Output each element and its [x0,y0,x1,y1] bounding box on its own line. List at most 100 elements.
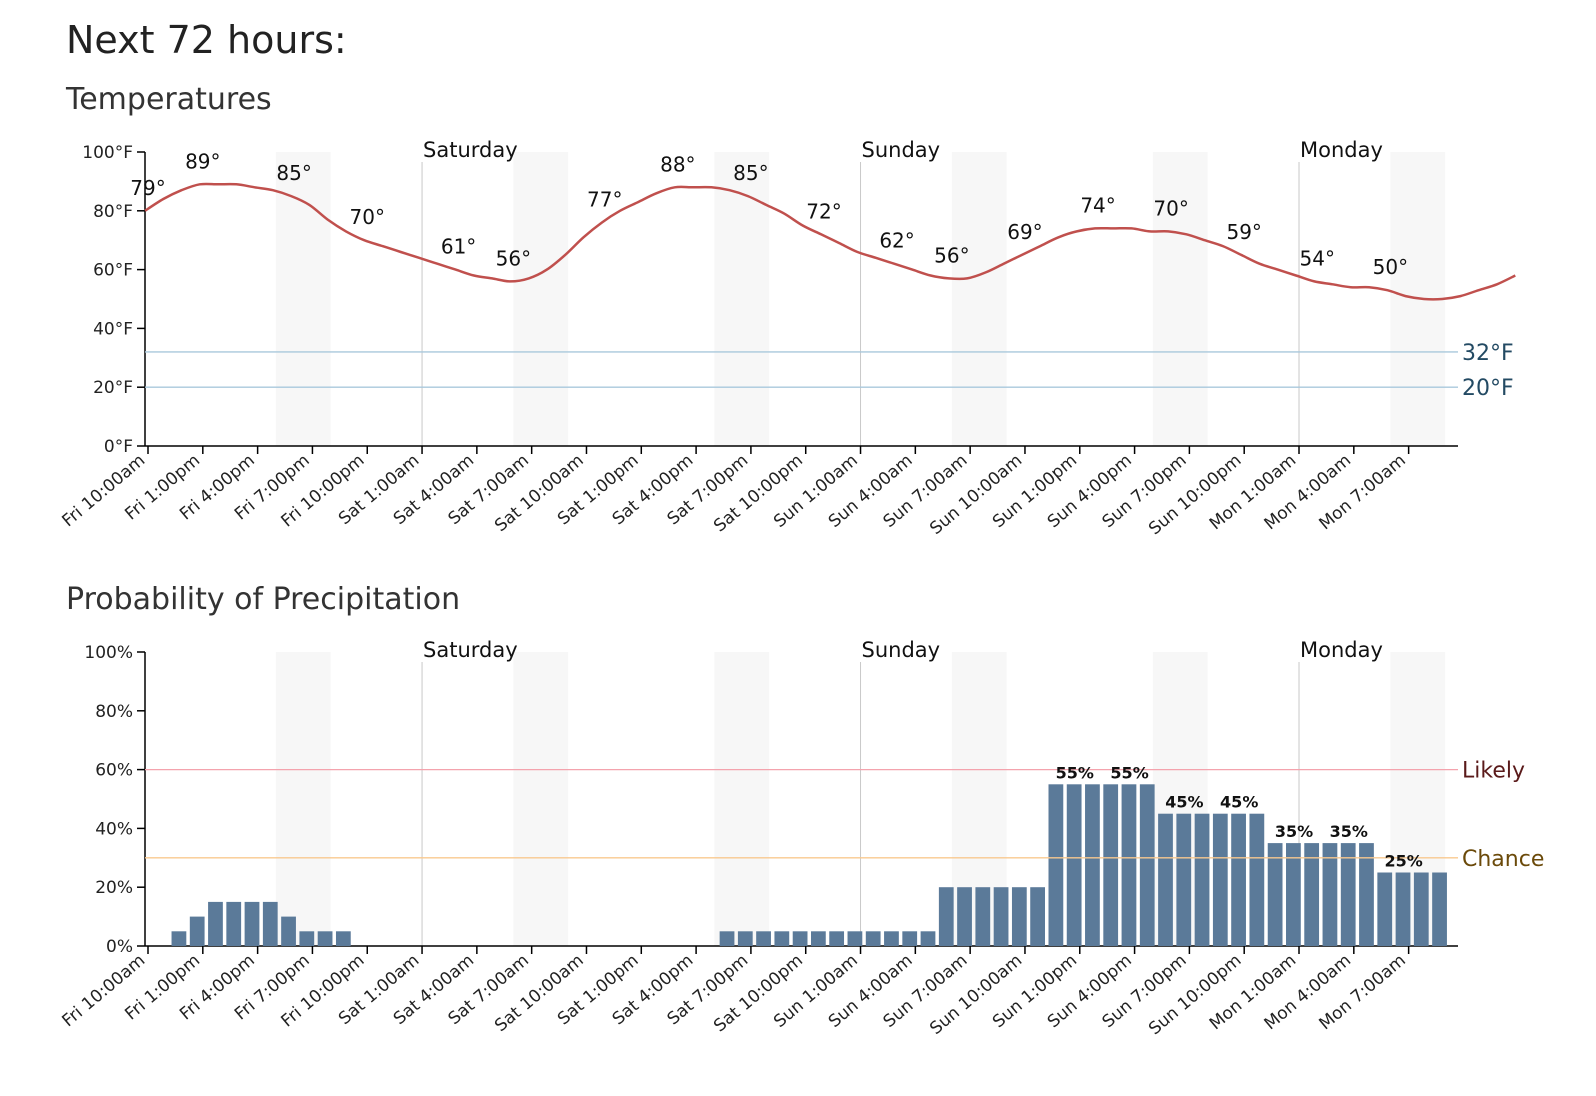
temp-y-tick-label: 0°F [104,437,133,457]
precipitation-label: 55% [1110,763,1148,782]
precipitation-bar [774,931,790,946]
precip-reference-label: Chance [1462,847,1544,872]
precipitation-bar [902,931,918,946]
temp-reference-label: 20°F [1462,376,1514,401]
precipitation-bar [865,931,881,946]
precipitation-bar [1231,813,1246,946]
precipitation-label: 45% [1165,793,1203,812]
precipitation-bar [1212,813,1228,946]
temperature-label: 59° [1226,220,1261,244]
precipitation-bar [1121,784,1137,946]
precipitation-bar [1395,872,1411,946]
page-title: Next 72 hours: [66,18,347,62]
precipitation-bar [171,931,187,946]
temp-reference-label: 32°F [1462,341,1514,366]
temperature-label: 72° [806,199,841,223]
precip-night-shade [714,652,770,946]
precipitation-bar [1158,813,1173,946]
precipitation-bar [1066,784,1082,946]
precipitation-bar [1011,887,1027,946]
precipitation-bar [810,931,826,946]
precipitation-bar [1322,843,1338,946]
temp-night-shade [275,152,331,446]
precipitation-bar [957,887,972,946]
precip-night-shade [513,652,569,946]
temp-y-tick-label: 20°F [93,378,133,398]
temperature-label: 70° [1153,196,1188,220]
temperature-label: 85° [733,161,768,185]
precipitation-label: 35% [1275,822,1313,841]
precip-x-tick-label: Sun 10:00pm [1145,951,1245,1040]
precipitation-bar [262,901,278,946]
precipitation-bar [1103,784,1119,946]
precip-y-tick-label: 40% [95,819,133,839]
precip-night-shade [275,652,331,946]
temperature-label: 77° [587,188,622,212]
precipitation-bar [1286,843,1301,946]
precipitation-bar [281,916,296,946]
precipitation-bar [244,901,260,946]
precipitation-bar [1340,843,1356,946]
temperature-label: 50° [1373,255,1408,279]
precipitation-bar [847,931,863,946]
temperature-label: 56° [934,243,969,267]
precip-day-label: Monday [1300,638,1383,662]
precip-y-tick-label: 0% [106,937,133,957]
precipitation-bar [189,916,205,946]
temperature-label: 62° [879,229,914,253]
temperature-label: 74° [1080,193,1115,217]
precipitation-bar [226,901,242,946]
precipitation-bar [1377,872,1393,946]
precipitation-bar [1085,784,1100,946]
precipitation-bar [737,931,753,946]
precip-day-label: Sunday [862,638,941,662]
temp-y-tick-label: 100°F [82,143,133,163]
temperature-line [144,182,1516,301]
temp-y-tick-label: 80°F [93,202,133,222]
temp-y-tick-label: 40°F [93,319,133,339]
temperature-label: 85° [276,161,311,185]
precipitation-bar [719,931,735,946]
precipitation-bar [792,931,808,946]
temperature-label: 61° [441,235,476,259]
temperature-label: 69° [1007,220,1042,244]
temperature-label: 54° [1300,246,1335,270]
temperature-chart: Saturday Sunday Monday 0°F 20°F 40°F 60°F 80°F 1… [58,138,1516,539]
temp-day-label: Monday [1300,138,1383,162]
precipitation-bar [884,931,899,946]
precip-day-label: Saturday [423,638,518,662]
precipitation-bar [1176,813,1192,946]
precip-y-tick-label: 80% [95,702,133,722]
precipitation-bar [335,931,351,946]
temp-y-tick-label: 60°F [93,261,133,281]
precipitation-label: 35% [1330,822,1368,841]
precip-y-tick-label: 60% [95,761,133,781]
precipitation-bar [1413,872,1429,946]
precipitation-label: 55% [1056,763,1094,782]
temp-day-label: Saturday [423,138,518,162]
temperature-label: 56° [496,246,531,270]
temperature-label: 79° [130,176,165,200]
temp-night-shade [1152,152,1208,446]
temperature-label: 88° [660,152,695,176]
precipitation-bar [1139,784,1155,946]
precipitation-bar [299,931,315,946]
precipitation-bar [1304,843,1320,946]
precipitation-chart: Saturday Sunday Monday0%20%40%60%80%100%Fr… [58,638,1544,1040]
temp-night-shade [714,152,770,446]
precipitation-bar [756,931,771,946]
precipitation-label: 45% [1220,793,1258,812]
temp-night-shade [513,152,569,446]
precipitation-bar [975,887,991,946]
precip-y-tick-label: 20% [95,878,133,898]
precipitation-bar [1359,843,1374,946]
precipitation-bar [208,901,223,946]
precipitation-bar [317,931,333,946]
precipitation-bar [1194,813,1210,946]
temperature-label: 70° [350,205,385,229]
precipitation-bar [993,887,1009,946]
precipitation-bar [938,887,954,946]
precipitation-title: Probability of Precipitation [66,582,461,617]
precipitation-bar [1249,813,1265,946]
precipitation-label: 25% [1384,852,1422,871]
